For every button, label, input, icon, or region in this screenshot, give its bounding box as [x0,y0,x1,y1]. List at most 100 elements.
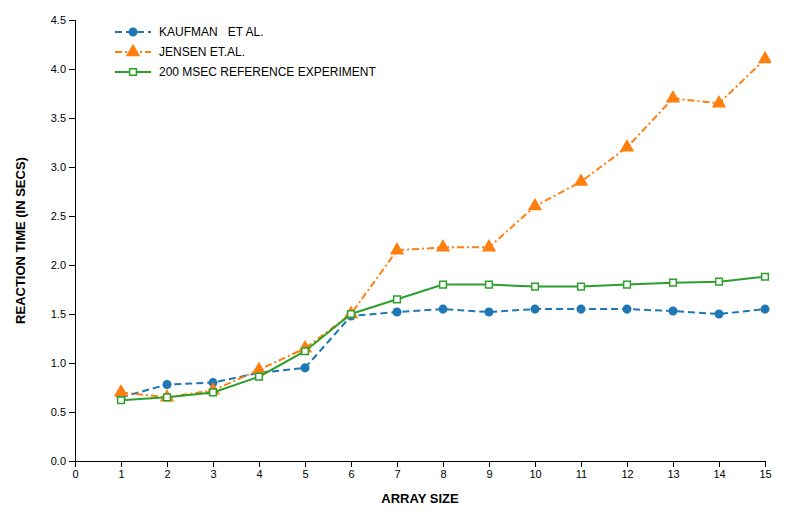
x-axis-tick-mark [397,461,398,467]
x-axis-tick: 6 [348,461,354,480]
x-axis-tick-mark [489,461,490,467]
data-point [621,141,633,151]
y-axis-tick-label: 2.0 [51,259,66,271]
data-point [256,373,263,380]
legend-marker [130,69,137,76]
data-point [485,308,493,316]
x-axis-tick-mark [719,461,720,467]
data-point [439,305,447,313]
data-point [575,175,587,185]
series-markers [117,305,769,401]
y-axis-tick-label: 3.0 [51,161,66,173]
y-axis-tick-mark [69,461,75,462]
x-axis-tick-mark [351,461,352,467]
data-point [623,305,631,313]
x-axis-tick-mark [535,461,536,467]
x-axis-tick-mark [765,461,766,467]
x-axis-tick: 0 [72,461,78,480]
x-axis-tick-label: 9 [486,468,492,480]
data-point [437,241,449,251]
data-point [531,305,539,313]
y-axis-tick-label: 0.0 [51,455,66,467]
legend-marker [127,45,139,55]
data-point [624,281,631,288]
y-axis-tick: 3.0 [51,161,75,173]
data-point [348,311,355,318]
x-axis-tick-label: 8 [440,468,446,480]
y-axis-tick-mark [69,216,75,217]
y-axis: 0.00.51.01.52.02.53.03.54.04.5 [51,14,76,467]
x-axis-tick-label: 11 [576,468,587,480]
chart: 01234567891011121314150.00.51.01.52.02.5… [0,0,790,516]
data-point [667,92,679,102]
legend-label: 200 MSEC REFERENCE EXPERIMENT [159,65,376,79]
y-axis-tick-mark [69,412,75,413]
x-axis-tick: 4 [256,461,262,480]
data-point [715,310,723,318]
x-axis-tick: 8 [440,461,446,480]
data-point [115,386,127,396]
legend: KAUFMAN ET AL. JENSEN ET.AL. 200 MSEC REFE… [115,25,376,79]
x-axis-title: ARRAY SIZE [381,491,459,506]
data-point [164,394,171,401]
data-point [669,307,677,315]
data-point [529,199,541,209]
plot: 01234567891011121314150.00.51.01.52.02.5… [13,14,772,506]
x-axis-tick-label: 12 [621,468,633,480]
y-axis-tick: 2.0 [51,259,75,271]
data-point [161,391,173,401]
series-line [121,277,765,400]
x-axis-tick: 10 [529,461,541,480]
series-group [115,52,771,403]
y-axis-tick: 0.5 [51,406,75,418]
x-axis-tick-label: 0 [72,468,78,480]
data-point [670,279,677,286]
x-axis-tick: 7 [394,461,400,480]
y-axis-tick: 3.5 [51,112,75,124]
legend-label: JENSEN ET.AL. [159,45,245,59]
x-axis-tick: 14 [713,461,725,480]
data-point [713,97,725,107]
x-axis: 0123456789101112131415 [72,461,771,480]
y-axis-tick-mark [69,69,75,70]
x-axis-tick-label: 4 [256,468,262,480]
x-axis-tick-mark [443,461,444,467]
x-axis-tick: 9 [486,461,492,480]
y-axis-tick-label: 1.0 [51,357,66,369]
x-axis-tick-mark [581,461,582,467]
y-axis-tick-mark [69,167,75,168]
x-axis-tick-mark [213,461,214,467]
data-point [716,278,723,285]
legend-entry: KAUFMAN ET AL. [115,25,263,39]
series-line [121,309,765,397]
data-point [210,389,217,396]
x-axis-tick: 12 [621,461,633,480]
data-point [301,364,309,372]
legend-entry: JENSEN ET.AL. [115,45,245,59]
x-axis-tick: 11 [576,461,587,480]
y-axis-tick-label: 1.5 [51,308,66,320]
x-axis-tick-label: 10 [529,468,541,480]
y-axis-tick: 4.0 [51,63,75,75]
x-axis-tick: 13 [667,461,679,480]
y-axis-tick-label: 4.5 [51,14,66,26]
x-axis-tick-mark [627,461,628,467]
data-point [483,241,495,251]
x-axis-tick-label: 3 [210,468,216,480]
data-point [302,348,309,355]
x-axis-tick-label: 2 [164,468,170,480]
x-axis-tick-label: 14 [713,468,725,480]
y-axis-tick: 4.5 [51,14,75,26]
x-axis-tick: 1 [118,461,124,480]
x-axis-tick-mark [121,461,122,467]
data-point [532,283,539,290]
x-axis-tick-label: 15 [759,468,771,480]
data-point [761,305,769,313]
y-axis-tick-mark [69,363,75,364]
y-axis-tick-mark [69,314,75,315]
x-axis-line [76,462,766,468]
data-point [394,296,401,303]
data-point [391,244,403,254]
data-point [253,363,265,373]
x-axis-tick-label: 1 [118,468,124,480]
